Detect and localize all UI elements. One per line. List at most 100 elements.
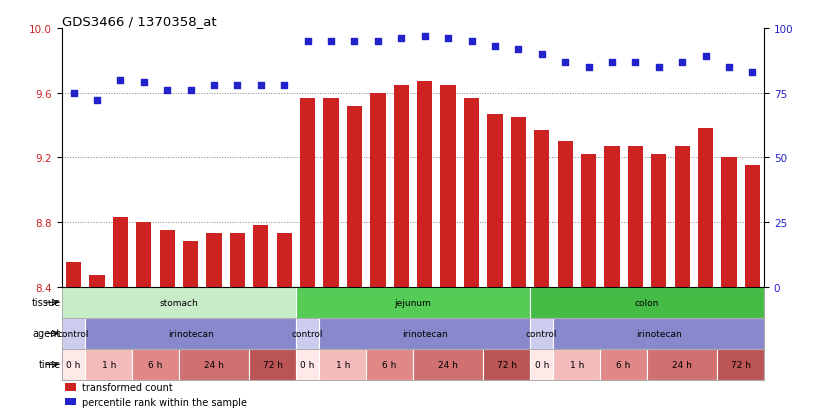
Point bbox=[395, 36, 408, 43]
Text: 0 h: 0 h bbox=[301, 360, 315, 369]
Point bbox=[114, 77, 127, 84]
Bar bbox=[510, 118, 526, 287]
Text: 24 h: 24 h bbox=[438, 360, 458, 369]
Bar bbox=[483, 349, 530, 380]
Bar bbox=[206, 234, 221, 287]
Bar bbox=[534, 131, 549, 287]
Bar bbox=[296, 349, 320, 380]
Bar bbox=[62, 349, 85, 380]
Point bbox=[67, 90, 80, 97]
Bar bbox=[136, 223, 151, 287]
Bar bbox=[487, 114, 502, 287]
Bar bbox=[745, 166, 760, 287]
Point bbox=[441, 36, 454, 43]
Bar bbox=[698, 129, 713, 287]
Bar bbox=[347, 107, 362, 287]
Bar bbox=[464, 98, 479, 287]
Bar bbox=[370, 93, 386, 287]
Bar bbox=[530, 287, 764, 318]
Text: 72 h: 72 h bbox=[263, 360, 282, 369]
Bar bbox=[113, 218, 128, 287]
Bar bbox=[530, 349, 553, 380]
Text: stomach: stomach bbox=[159, 298, 198, 307]
Bar bbox=[366, 349, 413, 380]
Point bbox=[488, 44, 501, 50]
Text: time: time bbox=[39, 359, 61, 370]
Point bbox=[418, 33, 431, 40]
Text: 0 h: 0 h bbox=[66, 360, 81, 369]
Bar bbox=[413, 349, 483, 380]
Bar bbox=[651, 155, 667, 287]
Bar bbox=[300, 98, 316, 287]
Bar bbox=[647, 349, 717, 380]
Text: colon: colon bbox=[635, 298, 659, 307]
Text: control: control bbox=[292, 329, 324, 338]
Text: transformed count: transformed count bbox=[82, 382, 173, 392]
Bar bbox=[62, 287, 296, 318]
Bar bbox=[530, 318, 553, 349]
Point bbox=[348, 38, 361, 45]
Point bbox=[746, 69, 759, 76]
Point bbox=[278, 82, 291, 89]
Point bbox=[90, 98, 104, 104]
Point bbox=[511, 46, 525, 53]
Text: 6 h: 6 h bbox=[616, 360, 631, 369]
Point bbox=[230, 82, 244, 89]
Text: 24 h: 24 h bbox=[672, 360, 692, 369]
Point bbox=[137, 80, 150, 86]
Bar bbox=[277, 234, 292, 287]
Text: 72 h: 72 h bbox=[496, 360, 516, 369]
Point bbox=[605, 59, 619, 66]
Bar bbox=[601, 349, 647, 380]
Text: 72 h: 72 h bbox=[731, 360, 751, 369]
Point bbox=[325, 38, 338, 45]
Bar bbox=[553, 349, 601, 380]
Text: 0 h: 0 h bbox=[534, 360, 549, 369]
Bar bbox=[717, 349, 764, 380]
Point bbox=[535, 51, 548, 58]
Point bbox=[207, 82, 221, 89]
Text: GDS3466 / 1370358_at: GDS3466 / 1370358_at bbox=[62, 15, 216, 28]
Point bbox=[372, 38, 385, 45]
Bar bbox=[296, 318, 320, 349]
Bar bbox=[249, 349, 296, 380]
Point bbox=[652, 64, 665, 71]
Bar bbox=[85, 349, 132, 380]
Bar bbox=[62, 318, 85, 349]
Text: 1 h: 1 h bbox=[570, 360, 584, 369]
Text: tissue: tissue bbox=[31, 297, 61, 308]
Text: irinotecan: irinotecan bbox=[401, 329, 448, 338]
Bar bbox=[179, 349, 249, 380]
Text: 1 h: 1 h bbox=[102, 360, 116, 369]
Point bbox=[676, 59, 689, 66]
Bar bbox=[553, 318, 764, 349]
Point bbox=[699, 54, 712, 61]
Bar bbox=[324, 98, 339, 287]
Point bbox=[465, 38, 478, 45]
Bar bbox=[675, 147, 690, 287]
Bar bbox=[183, 242, 198, 287]
Bar bbox=[581, 155, 596, 287]
Bar bbox=[558, 142, 572, 287]
Bar bbox=[721, 158, 737, 287]
Bar bbox=[394, 85, 409, 287]
Bar bbox=[254, 226, 268, 287]
Point bbox=[629, 59, 642, 66]
Point bbox=[184, 88, 197, 94]
Bar bbox=[628, 147, 643, 287]
Point bbox=[722, 64, 735, 71]
Bar bbox=[296, 287, 530, 318]
Bar bbox=[605, 147, 620, 287]
Bar bbox=[65, 398, 76, 405]
Bar bbox=[89, 276, 105, 287]
Point bbox=[254, 82, 268, 89]
Text: irinotecan: irinotecan bbox=[636, 329, 681, 338]
Bar bbox=[66, 263, 81, 287]
Text: 24 h: 24 h bbox=[204, 360, 224, 369]
Bar bbox=[85, 318, 296, 349]
Point bbox=[558, 59, 572, 66]
Text: control: control bbox=[526, 329, 558, 338]
Text: irinotecan: irinotecan bbox=[168, 329, 214, 338]
Text: jejunum: jejunum bbox=[395, 298, 431, 307]
Bar bbox=[65, 383, 76, 391]
